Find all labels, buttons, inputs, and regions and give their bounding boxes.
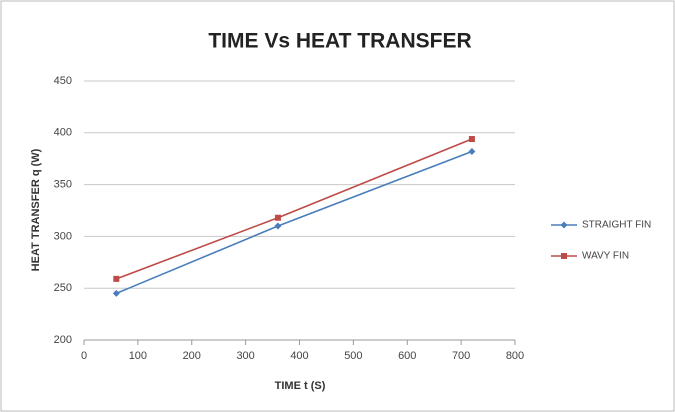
y-tick-label: 300 xyxy=(54,230,72,242)
point xyxy=(274,214,281,221)
y-tick-label: 350 xyxy=(54,179,72,191)
x-tick-label: 500 xyxy=(344,350,362,362)
point xyxy=(468,147,476,155)
legend-label: WAVY FIN xyxy=(582,251,629,262)
y-axis-label: HEAT TRANSFER q (W) xyxy=(30,148,42,271)
legend-marker xyxy=(561,253,567,259)
y-tick-label: 250 xyxy=(54,282,72,294)
x-axis-label: TIME t (S) xyxy=(275,380,326,392)
x-tick-label: 400 xyxy=(290,350,308,362)
point xyxy=(274,222,282,230)
point xyxy=(113,275,120,282)
y-tick-label: 400 xyxy=(54,127,72,139)
y-tick-label: 450 xyxy=(54,75,72,87)
point xyxy=(468,136,475,143)
x-tick-label: 700 xyxy=(452,350,470,362)
y-tick-label: 200 xyxy=(54,334,72,346)
legend-label: STRAIGHT FIN xyxy=(582,220,651,231)
x-tick-label: 0 xyxy=(81,350,87,362)
x-tick-label: 100 xyxy=(129,350,147,362)
legend-marker xyxy=(560,221,568,229)
x-tick-label: 200 xyxy=(183,350,201,362)
chart-title: TIME Vs HEAT TRANSFER xyxy=(208,30,471,53)
x-tick-label: 600 xyxy=(398,350,416,362)
x-tick-label: 300 xyxy=(236,350,254,362)
point xyxy=(112,289,120,297)
x-tick-label: 800 xyxy=(506,350,524,362)
